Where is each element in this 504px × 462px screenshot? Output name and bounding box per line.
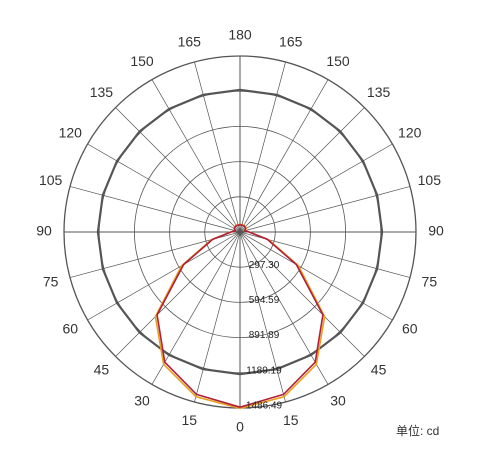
grid-spoke — [239, 231, 365, 357]
radial-tick-label: 594.59 — [249, 295, 280, 306]
grid-spoke — [239, 231, 286, 403]
angle-tick-label: 105 — [39, 172, 63, 188]
grid-spoke — [239, 231, 393, 321]
grid-spoke — [115, 231, 241, 357]
angle-tick-label: 120 — [398, 125, 422, 141]
grid-spoke — [239, 186, 411, 233]
grid-spoke — [239, 61, 286, 233]
grid-spoke — [239, 231, 329, 385]
angle-tick-label: 30 — [330, 392, 346, 408]
grid-spoke — [194, 61, 241, 233]
angle-tick-label: 60 — [402, 321, 418, 337]
angle-tick-label: 75 — [43, 273, 59, 289]
angle-tick-label: 45 — [94, 361, 110, 377]
angle-tick-label: 165 — [279, 33, 303, 49]
grid-spoke — [194, 231, 241, 403]
intensity-curve — [239, 88, 384, 376]
grid-spoke — [151, 79, 241, 233]
grid-spoke — [115, 107, 241, 233]
intensity-curve — [156, 224, 241, 408]
grid-spoke — [239, 107, 365, 233]
angle-tick-label: 60 — [62, 321, 78, 337]
grid-spoke — [151, 231, 241, 385]
intensity-curve — [239, 224, 324, 408]
unit-label: 单位: cd — [396, 423, 439, 438]
angle-tick-label: 90 — [36, 223, 52, 239]
angle-tick-label: 30 — [134, 392, 150, 408]
angle-tick-label: 165 — [178, 33, 202, 49]
grid-spoke — [87, 143, 241, 233]
grid-spoke — [239, 79, 329, 233]
radial-tick-label: 1486.49 — [246, 401, 283, 412]
grid-spoke — [239, 143, 393, 233]
radial-tick-label: 891.89 — [249, 330, 280, 341]
angle-tick-label: 150 — [326, 53, 350, 69]
angle-tick-label: 135 — [367, 84, 391, 100]
angle-tick-label: 180 — [228, 27, 252, 43]
angle-tick-label: 0 — [236, 419, 244, 435]
radial-tick-label: 1189.19 — [246, 365, 282, 376]
angle-tick-label: 105 — [418, 172, 442, 188]
angle-tick-label: 75 — [422, 273, 438, 289]
grid-spoke — [69, 186, 241, 233]
angle-tick-label: 120 — [59, 125, 83, 141]
angle-tick-label: 15 — [283, 412, 299, 428]
grid-spoke — [87, 231, 241, 321]
intensity-curve — [96, 88, 241, 376]
angle-tick-label: 90 — [428, 223, 444, 239]
radial-tick-label: 297.30 — [249, 260, 280, 271]
angle-tick-label: 15 — [181, 412, 197, 428]
angle-tick-label: 45 — [371, 361, 387, 377]
angle-tick-label: 135 — [90, 84, 114, 100]
angle-tick-label: 150 — [130, 53, 154, 69]
